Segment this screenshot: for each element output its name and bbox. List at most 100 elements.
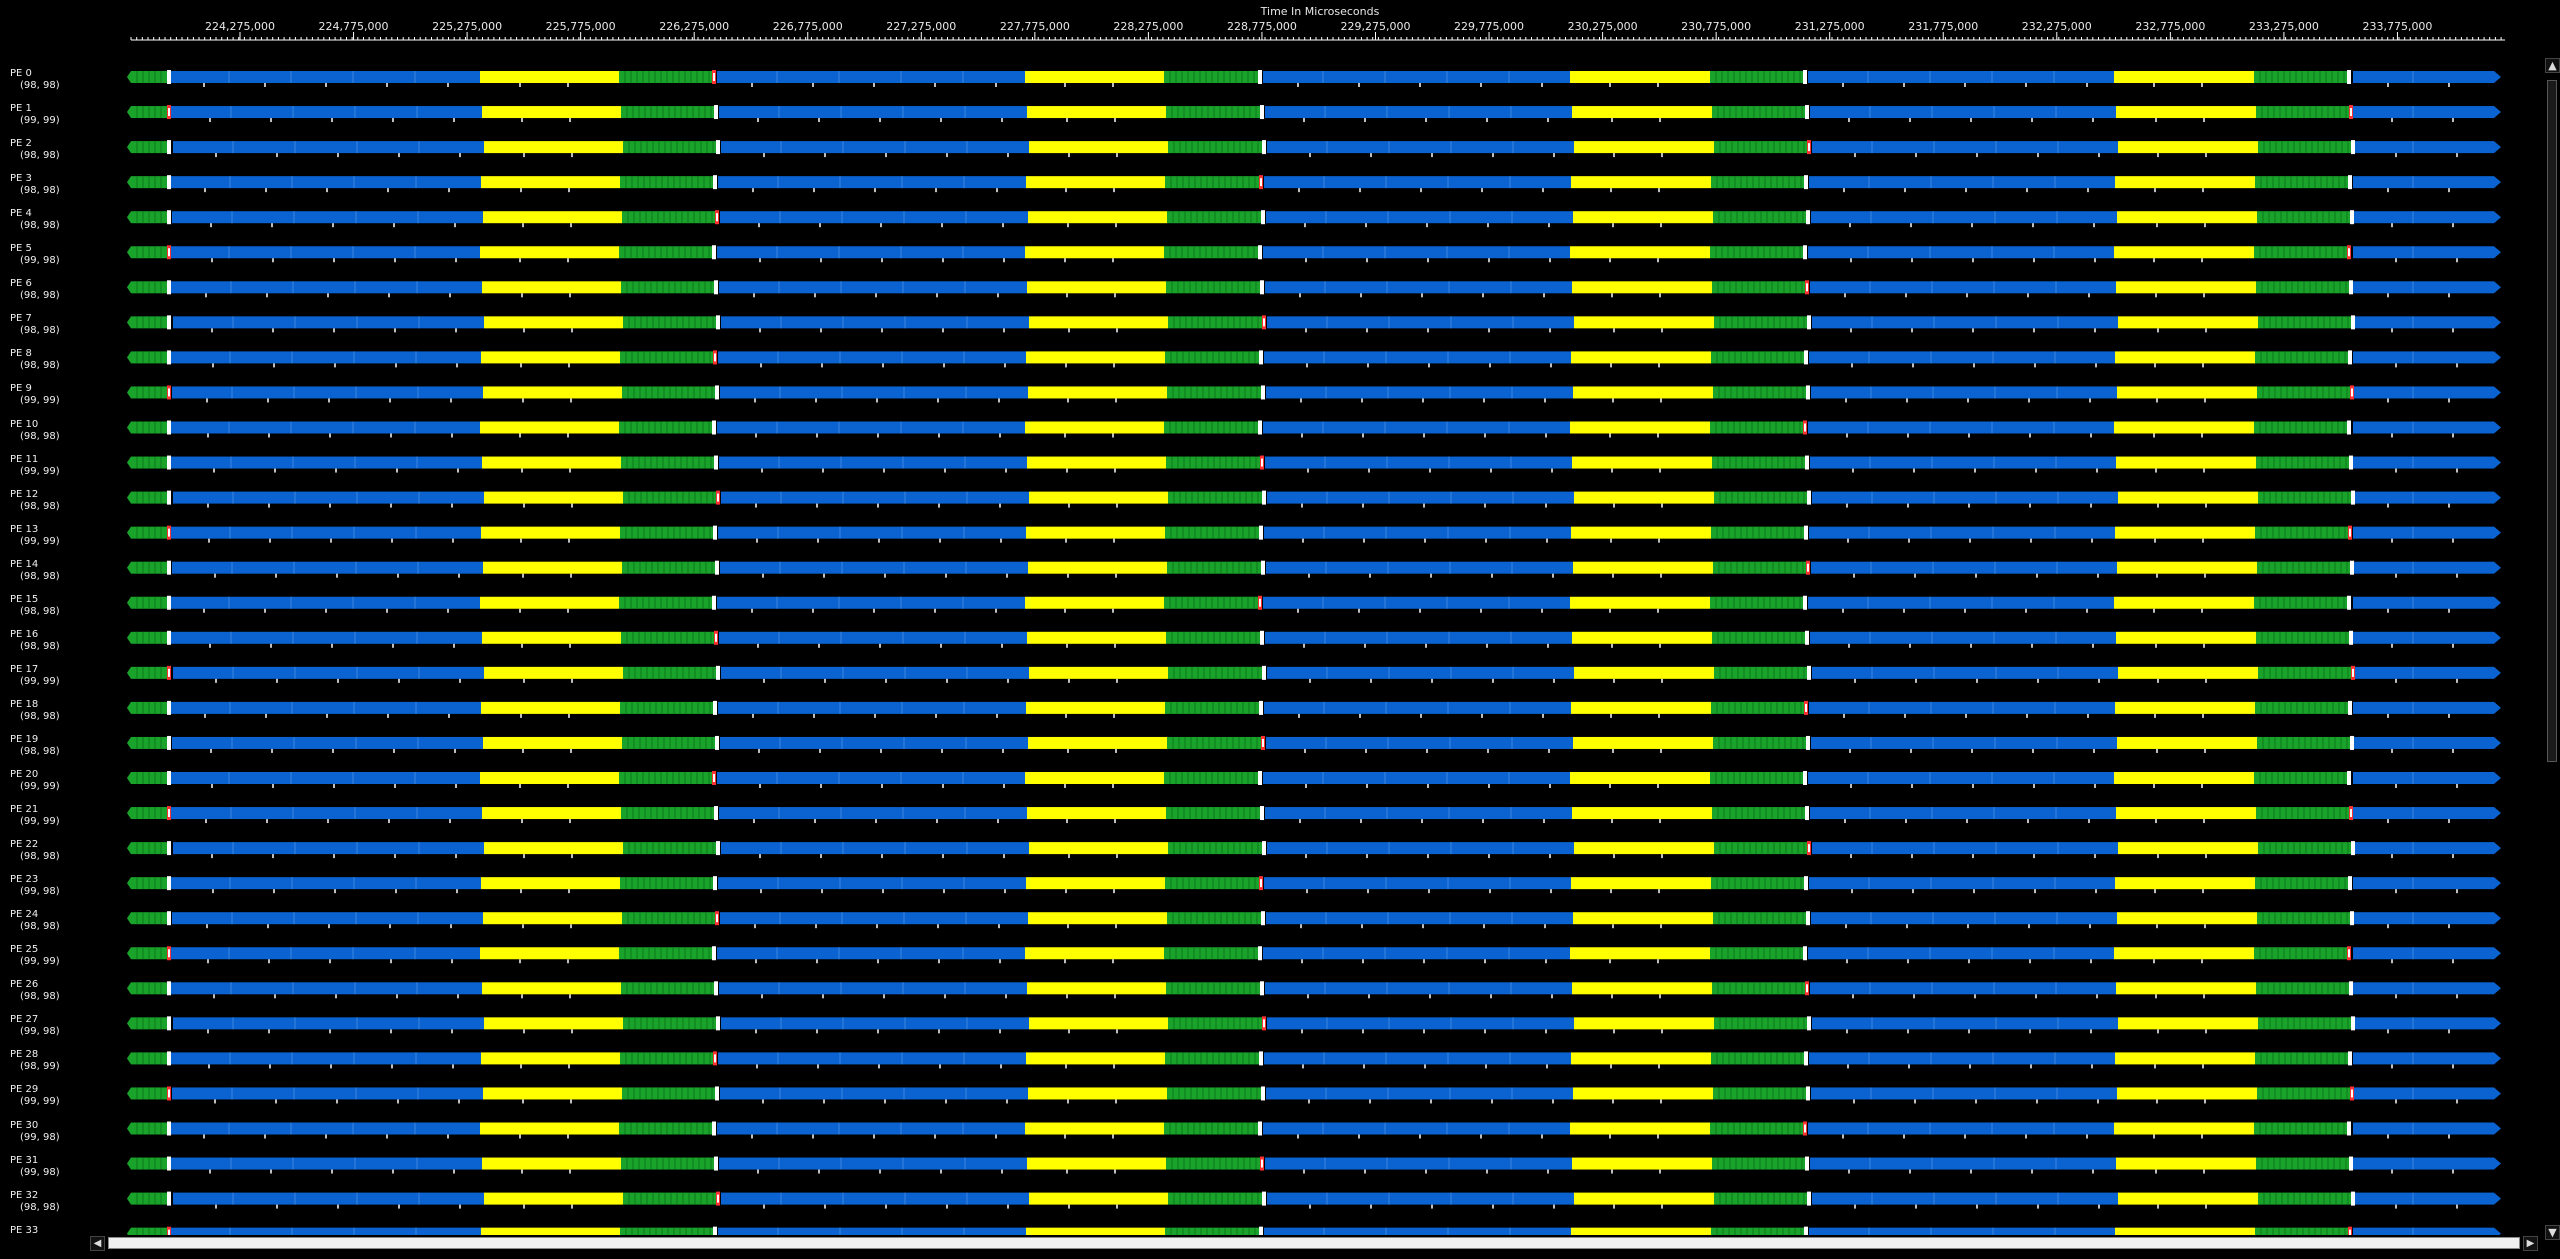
pe-timeline-row[interactable] — [127, 631, 2501, 648]
yellow-phase-segment — [1573, 737, 1713, 749]
yellow-phase-segment — [484, 1017, 623, 1029]
sync-marker-core — [2348, 599, 2350, 607]
pe-timeline-row[interactable] — [127, 175, 2501, 192]
blue-phase-segment — [2353, 632, 2494, 644]
blue-phase-segment — [717, 71, 1025, 83]
sync-marker-core — [168, 318, 170, 326]
row-end-arrow — [2494, 772, 2501, 784]
blue-phase-segment — [1265, 281, 1572, 293]
yellow-phase-segment — [481, 176, 620, 188]
green-phase-segment — [2256, 807, 2350, 819]
row-end-arrow — [2494, 807, 2501, 819]
blue-phase-segment — [1266, 1087, 1573, 1099]
blue-phase-segment — [2353, 386, 2494, 398]
yellow-phase-segment — [1573, 912, 1713, 924]
pe-timeline-row[interactable] — [127, 771, 2501, 788]
pe-timeline-row[interactable] — [127, 701, 2501, 718]
pe-timeline-row[interactable] — [127, 911, 2501, 928]
pe-timeline-row[interactable] — [127, 1122, 2501, 1139]
blue-phase-segment — [172, 386, 483, 398]
blue-phase-segment — [2353, 211, 2494, 223]
yellow-phase-segment — [480, 772, 619, 784]
yellow-phase-segment — [1572, 106, 1712, 118]
pe-timeline-row[interactable] — [127, 876, 2501, 893]
yellow-phase-segment — [1028, 1087, 1167, 1099]
sync-marker-core — [713, 599, 715, 607]
green-phase-segment — [2258, 1017, 2352, 1029]
blue-phase-segment — [2353, 807, 2494, 819]
blue-phase-segment — [170, 1052, 481, 1064]
blue-phase-segment — [1264, 1052, 1571, 1064]
pe-timeline-row[interactable] — [127, 385, 2501, 402]
pe-timeline-row[interactable] — [127, 140, 2501, 157]
pe-timeline-row[interactable] — [127, 350, 2501, 367]
pe-timeline-row[interactable] — [127, 491, 2501, 508]
yellow-phase-segment — [1572, 807, 1712, 819]
blue-phase-segment — [1811, 386, 2117, 398]
blue-phase-segment — [1265, 1158, 1572, 1170]
timeline-canvas[interactable] — [0, 0, 2540, 1236]
blue-phase-segment — [2353, 106, 2494, 118]
blue-phase-segment — [2353, 702, 2494, 714]
yellow-phase-segment — [1572, 632, 1712, 644]
pe-timeline-row[interactable] — [127, 315, 2501, 332]
pe-timeline-row[interactable] — [127, 1192, 2501, 1209]
pe-timeline-row[interactable] — [127, 1016, 2501, 1033]
pe-timeline-row[interactable] — [127, 561, 2501, 578]
row-end-arrow — [2494, 1123, 2501, 1135]
sync-marker-core — [168, 143, 170, 151]
blue-phase-segment — [721, 842, 1029, 854]
green-phase-segment — [2255, 1052, 2349, 1064]
yellow-phase-segment — [2116, 982, 2256, 994]
sync-marker-core — [715, 809, 717, 817]
pe-timeline-row[interactable] — [127, 280, 2501, 297]
sync-marker-core — [2348, 1125, 2350, 1133]
row-end-arrow — [2494, 702, 2501, 714]
sync-marker-core — [1806, 1160, 1808, 1168]
pe-timeline-row[interactable] — [127, 981, 2501, 998]
row-end-arrow — [2494, 597, 2501, 609]
sync-marker-core — [2350, 634, 2352, 642]
blue-phase-segment — [1809, 176, 2115, 188]
pe-timeline-row[interactable] — [127, 806, 2501, 823]
pe-timeline-row[interactable] — [127, 210, 2501, 227]
pe-timeline-row[interactable] — [127, 421, 2501, 438]
blue-phase-segment — [1811, 737, 2117, 749]
sync-marker-core — [2351, 739, 2353, 747]
pe-timeline-row[interactable] — [127, 70, 2501, 87]
sync-marker-core — [1259, 1125, 1261, 1133]
blue-phase-segment — [719, 632, 1027, 644]
yellow-phase-segment — [480, 422, 619, 434]
blue-phase-segment — [2353, 912, 2494, 924]
yellow-phase-segment — [1570, 422, 1710, 434]
pe-timeline-row[interactable] — [127, 1157, 2501, 1174]
pe-timeline-row[interactable] — [127, 841, 2501, 858]
blue-phase-segment — [169, 947, 480, 959]
yellow-phase-segment — [2115, 1052, 2255, 1064]
pe-timeline-row[interactable] — [127, 596, 2501, 613]
pe-timeline-row[interactable] — [127, 1051, 2501, 1068]
yellow-phase-segment — [1029, 141, 1168, 153]
pe-timeline-row[interactable] — [127, 526, 2501, 543]
pe-timeline-row[interactable] — [127, 736, 2501, 753]
yellow-phase-segment — [2117, 912, 2257, 924]
sync-marker-core — [168, 494, 170, 502]
blue-phase-segment — [2353, 1123, 2494, 1135]
sync-marker-core — [168, 564, 170, 572]
sync-marker-core — [1807, 1089, 1809, 1097]
yellow-phase-segment — [2114, 772, 2254, 784]
blue-phase-segment — [717, 422, 1025, 434]
yellow-phase-segment — [2118, 141, 2258, 153]
sync-marker-core — [713, 1125, 715, 1133]
pe-timeline-row[interactable] — [127, 105, 2501, 122]
pe-timeline-row[interactable] — [127, 245, 2501, 262]
yellow-phase-segment — [482, 106, 621, 118]
pe-timeline-row[interactable] — [127, 456, 2501, 473]
yellow-phase-segment — [1574, 316, 1714, 328]
yellow-phase-segment — [1025, 71, 1164, 83]
pe-timeline-row[interactable] — [127, 666, 2501, 683]
yellow-phase-segment — [2116, 281, 2256, 293]
blue-phase-segment — [2353, 1158, 2494, 1170]
pe-timeline-row[interactable] — [127, 946, 2501, 963]
pe-timeline-row[interactable] — [127, 1086, 2501, 1103]
